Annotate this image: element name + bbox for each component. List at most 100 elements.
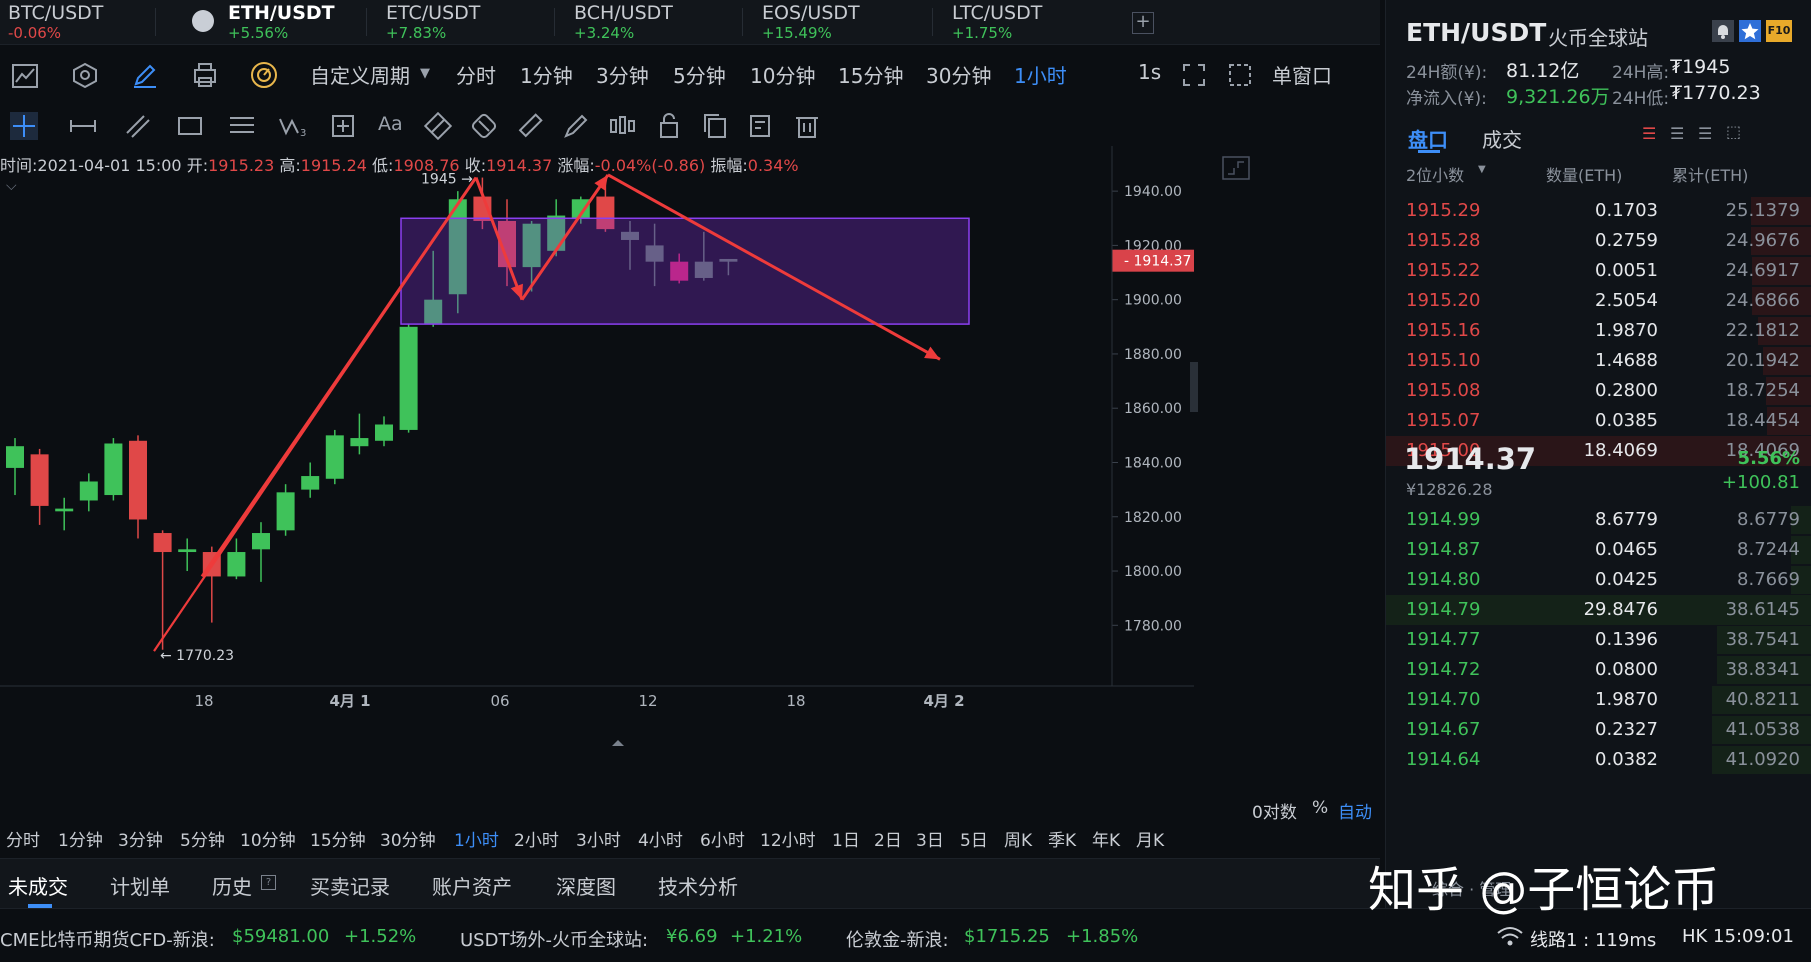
ticker-tab-etc[interactable]: ETC/USDT +7.83%	[386, 2, 480, 42]
pb-month[interactable]: 月K	[1136, 831, 1165, 851]
pb-5d[interactable]: 5日	[960, 831, 988, 851]
horizontal-segment-icon[interactable]	[68, 114, 98, 138]
pb-15min[interactable]: 15分钟	[310, 831, 366, 851]
collapse-chevron-icon[interactable]: ⌵	[6, 178, 17, 194]
tab-orderbook[interactable]: 盘口	[1408, 128, 1448, 152]
pb-timeline[interactable]: 分时	[6, 831, 40, 851]
fibonacci-icon[interactable]	[228, 113, 256, 139]
window-mode-dropdown[interactable]: 单窗口	[1272, 64, 1332, 88]
brush-icon[interactable]	[562, 112, 590, 140]
tab-history[interactable]: 历史	[212, 875, 252, 899]
bid-row[interactable]: 1914.67 0.2327 41.0538	[1386, 715, 1811, 745]
parallel-channel-icon[interactable]	[124, 113, 152, 139]
draw-pen-icon[interactable]	[132, 62, 158, 88]
candlestick-chart[interactable]: 1780.00 1800.00 1820.00 1840.00 1860.00 1880.…	[0, 146, 1380, 818]
bid-row[interactable]: 1914.99 8.6779 8.6779	[1386, 505, 1811, 535]
bid-row[interactable]: 1914.80 0.0425 8.7669	[1386, 565, 1811, 595]
bid-row[interactable]: 1914.77 0.1396 38.7541	[1386, 625, 1811, 655]
pb-3d[interactable]: 3日	[916, 831, 944, 851]
ask-row[interactable]: 1915.08 0.2800 18.7254	[1386, 376, 1811, 406]
bell-icon[interactable]	[1712, 20, 1734, 42]
bid-row[interactable]: 1914.70 1.9870 40.8211	[1386, 685, 1811, 715]
lock-icon[interactable]	[658, 112, 680, 140]
auto-scale-toggle[interactable]: 自动	[1338, 803, 1372, 823]
text-tool-icon[interactable]: Aa	[378, 113, 403, 135]
ask-row[interactable]: 1915.20 2.5054 24.6866	[1386, 286, 1811, 316]
pb-2d[interactable]: 2日	[874, 831, 902, 851]
bid-row[interactable]: 1914.72 0.0800 38.8341	[1386, 655, 1811, 685]
period-1h[interactable]: 1小时	[1014, 64, 1067, 88]
magnet-icon[interactable]	[424, 112, 452, 140]
chart-settings-icon[interactable]	[1222, 156, 1250, 180]
measure-icon[interactable]	[330, 113, 356, 139]
bid-row[interactable]: 1914.87 0.0465 8.7244	[1386, 535, 1811, 565]
pb-2h[interactable]: 2小时	[514, 831, 559, 851]
book-settings-icon[interactable]: ⬚	[1726, 122, 1742, 141]
period-10min[interactable]: 10分钟	[750, 64, 816, 88]
tab-plan-orders[interactable]: 计划单	[110, 875, 170, 899]
candles-icon[interactable]	[608, 112, 636, 140]
pb-week[interactable]: 周K	[1004, 831, 1033, 851]
pb-12h[interactable]: 12小时	[760, 831, 816, 851]
book-mode-bids-icon[interactable]: ☰	[1698, 124, 1713, 143]
ticker-tab-btc[interactable]: BTC/USDT -0.06%	[8, 2, 103, 42]
crosshair-icon[interactable]	[10, 112, 38, 140]
pb-6h[interactable]: 6小时	[700, 831, 745, 851]
log-scale-toggle[interactable]: 0对数	[1252, 803, 1297, 823]
gauge-icon[interactable]	[250, 61, 278, 89]
eraser-icon[interactable]	[470, 112, 498, 140]
ask-row[interactable]: 1915.00 18.4069 18.4069	[1386, 436, 1811, 466]
ask-row[interactable]: 1915.28 0.2759 24.9676	[1386, 226, 1811, 256]
period-5min[interactable]: 5分钟	[673, 64, 726, 88]
book-mode-both-icon[interactable]: ☰	[1642, 124, 1657, 143]
pb-1min[interactable]: 1分钟	[58, 831, 103, 851]
indicator-icon[interactable]	[72, 62, 98, 88]
pb-quarter[interactable]: 季K	[1048, 831, 1077, 851]
copy-icon[interactable]	[702, 112, 728, 140]
ticker-tab-eos[interactable]: EOS/USDT +15.49%	[762, 2, 860, 42]
pb-3h[interactable]: 3小时	[576, 831, 621, 851]
ask-row[interactable]: 1915.22 0.0051 24.6917	[1386, 256, 1811, 286]
pb-1d[interactable]: 1日	[832, 831, 860, 851]
ask-row[interactable]: 1915.07 0.0385 18.4454	[1386, 406, 1811, 436]
refresh-interval[interactable]: 1s	[1138, 60, 1162, 84]
print-icon[interactable]	[192, 62, 218, 88]
ticker-tab-eth[interactable]: ETH/USDT +5.56%	[228, 2, 335, 42]
ask-row[interactable]: 1915.10 1.4688 20.1942	[1386, 346, 1811, 376]
custom-period-dropdown[interactable]: 自定义周期	[310, 64, 410, 88]
book-mode-asks-icon[interactable]: ☰	[1670, 124, 1685, 143]
ask-row[interactable]: 1915.16 1.9870 22.1812	[1386, 316, 1811, 346]
bid-row[interactable]: 1914.64 0.0382 41.0920	[1386, 745, 1811, 775]
ticker-tab-ltc[interactable]: LTC/USDT +1.75%	[952, 2, 1042, 42]
star-icon[interactable]	[1739, 20, 1761, 42]
add-tab-button[interactable]: +	[1132, 12, 1154, 34]
decimals-dropdown[interactable]: 2位小数	[1406, 166, 1465, 185]
period-15min[interactable]: 15分钟	[838, 64, 904, 88]
pb-year[interactable]: 年K	[1092, 831, 1121, 851]
tab-open-orders[interactable]: 未成交	[8, 875, 68, 899]
tab-depth-chart[interactable]: 深度图	[556, 875, 616, 899]
pb-1h[interactable]: 1小时	[454, 831, 499, 851]
ruler-icon[interactable]	[516, 112, 544, 140]
pb-30min[interactable]: 30分钟	[380, 831, 436, 851]
period-30min[interactable]: 30分钟	[926, 64, 992, 88]
chart-type-icon[interactable]	[12, 64, 38, 88]
ask-row[interactable]: 1915.29 0.1703 25.1379	[1386, 196, 1811, 226]
pb-5min[interactable]: 5分钟	[180, 831, 225, 851]
period-1min[interactable]: 1分钟	[520, 64, 573, 88]
rectangle-tool-icon[interactable]	[176, 114, 204, 138]
help-icon[interactable]: ?	[261, 875, 276, 890]
pb-4h[interactable]: 4小时	[638, 831, 683, 851]
period-timeline[interactable]: 分时	[456, 64, 496, 88]
pb-10min[interactable]: 10分钟	[240, 831, 296, 851]
connection-line[interactable]: 线路1 : 119ms	[1530, 930, 1657, 951]
panel-footer[interactable]: 综合 · 管理	[1432, 880, 1512, 899]
window-resize-icon[interactable]	[1228, 63, 1252, 87]
tab-trades[interactable]: 成交	[1482, 128, 1522, 152]
percent-scale-toggle[interactable]: %	[1312, 798, 1329, 818]
edit-icon[interactable]	[748, 112, 774, 140]
delete-icon[interactable]	[794, 112, 820, 140]
tab-trade-records[interactable]: 买卖记录	[310, 875, 390, 899]
f10-icon[interactable]: F10	[1766, 20, 1792, 42]
ticker-tab-bch[interactable]: BCH/USDT +3.24%	[574, 2, 673, 42]
